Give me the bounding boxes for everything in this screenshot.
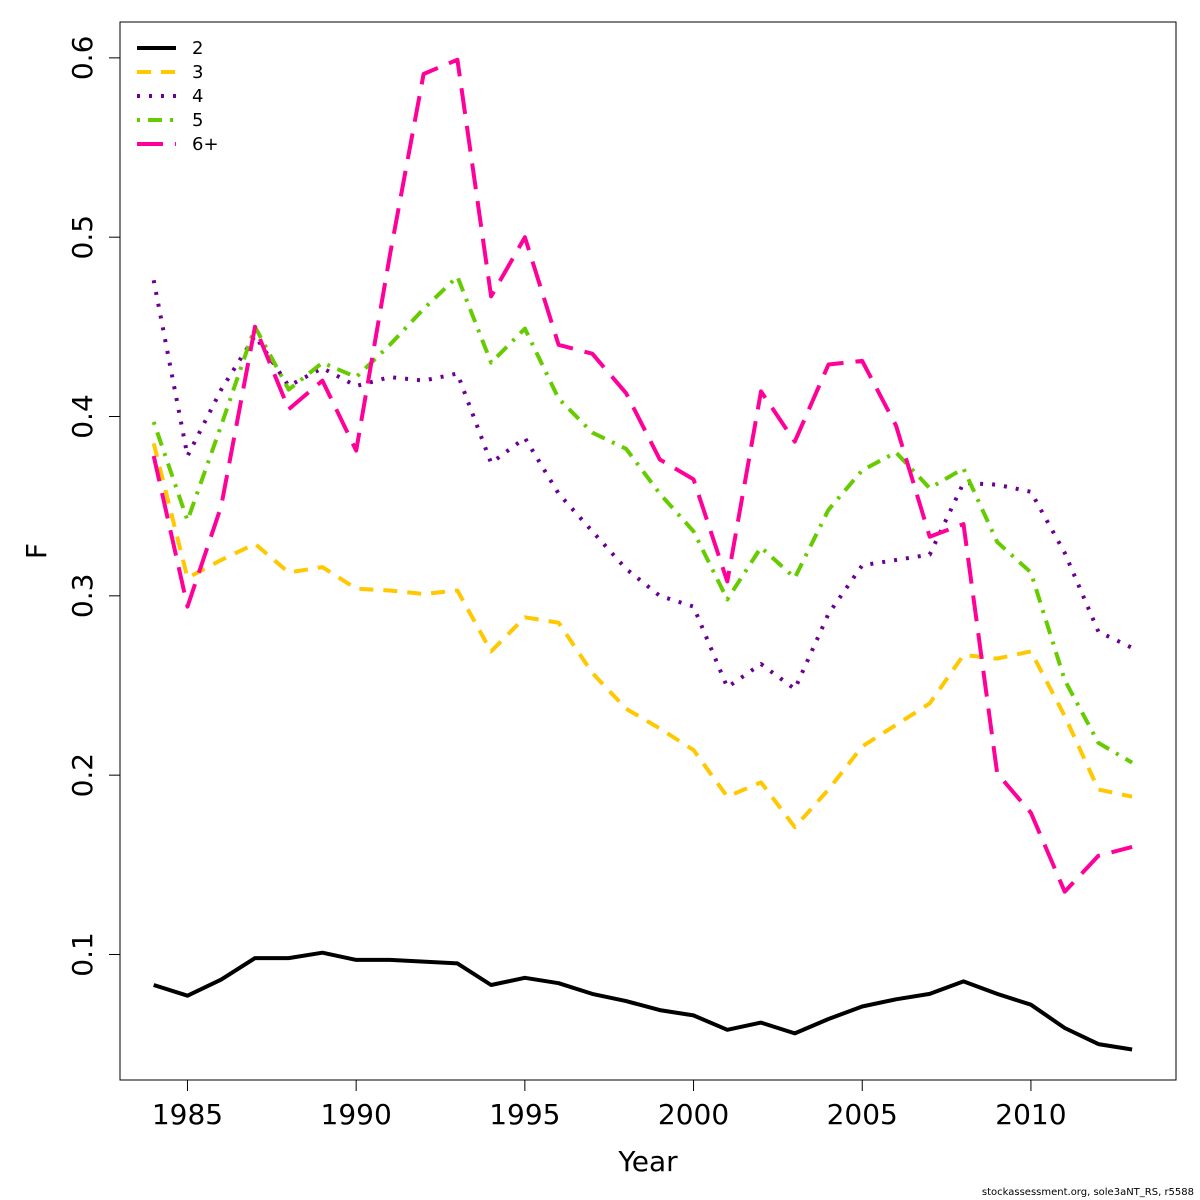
y-tick-label: 0.3 (66, 574, 99, 619)
series-lines (151, 57, 1134, 1052)
x-axis: 1985 1990 1995 2000 2005 2010 (152, 1080, 1067, 1131)
y-tick-label: 0.6 (66, 36, 99, 81)
credit-text: stockassessment.org, sole3aNT_RS, r5588 (981, 1187, 1194, 1198)
series-line-1 (153, 950, 1133, 1052)
legend: 2 3 4 5 6+ (137, 38, 219, 155)
y-tick-label: 0.4 (66, 394, 99, 439)
y-tick-label: 0.1 (66, 932, 99, 977)
legend-label-3: 4 (192, 86, 203, 107)
x-axis-label: Year (617, 1145, 678, 1178)
series-line-2 (151, 442, 1133, 830)
x-tick-label: 2005 (827, 1098, 898, 1131)
legend-label-1: 2 (192, 38, 203, 59)
x-tick-label: 1985 (152, 1098, 223, 1131)
y-tick-label: 0.5 (66, 215, 99, 260)
x-tick-label: 1990 (321, 1098, 392, 1131)
y-axis: 0.1 0.2 0.3 0.4 0.5 0.6 (66, 36, 120, 977)
series-line-4 (151, 274, 1134, 765)
series-line-3 (151, 279, 1133, 692)
y-tick-label: 0.2 (66, 753, 99, 798)
x-tick-label: 1995 (489, 1098, 560, 1131)
x-tick-label: 2010 (995, 1098, 1066, 1131)
legend-label-4: 5 (192, 110, 203, 131)
x-tick-label: 2000 (658, 1098, 729, 1131)
plot-frame (119, 21, 1177, 1081)
series-line-5 (151, 57, 1133, 894)
legend-label-2: 3 (192, 62, 203, 83)
legend-label-5: 6+ (192, 134, 219, 155)
y-axis-label: F (20, 543, 53, 559)
